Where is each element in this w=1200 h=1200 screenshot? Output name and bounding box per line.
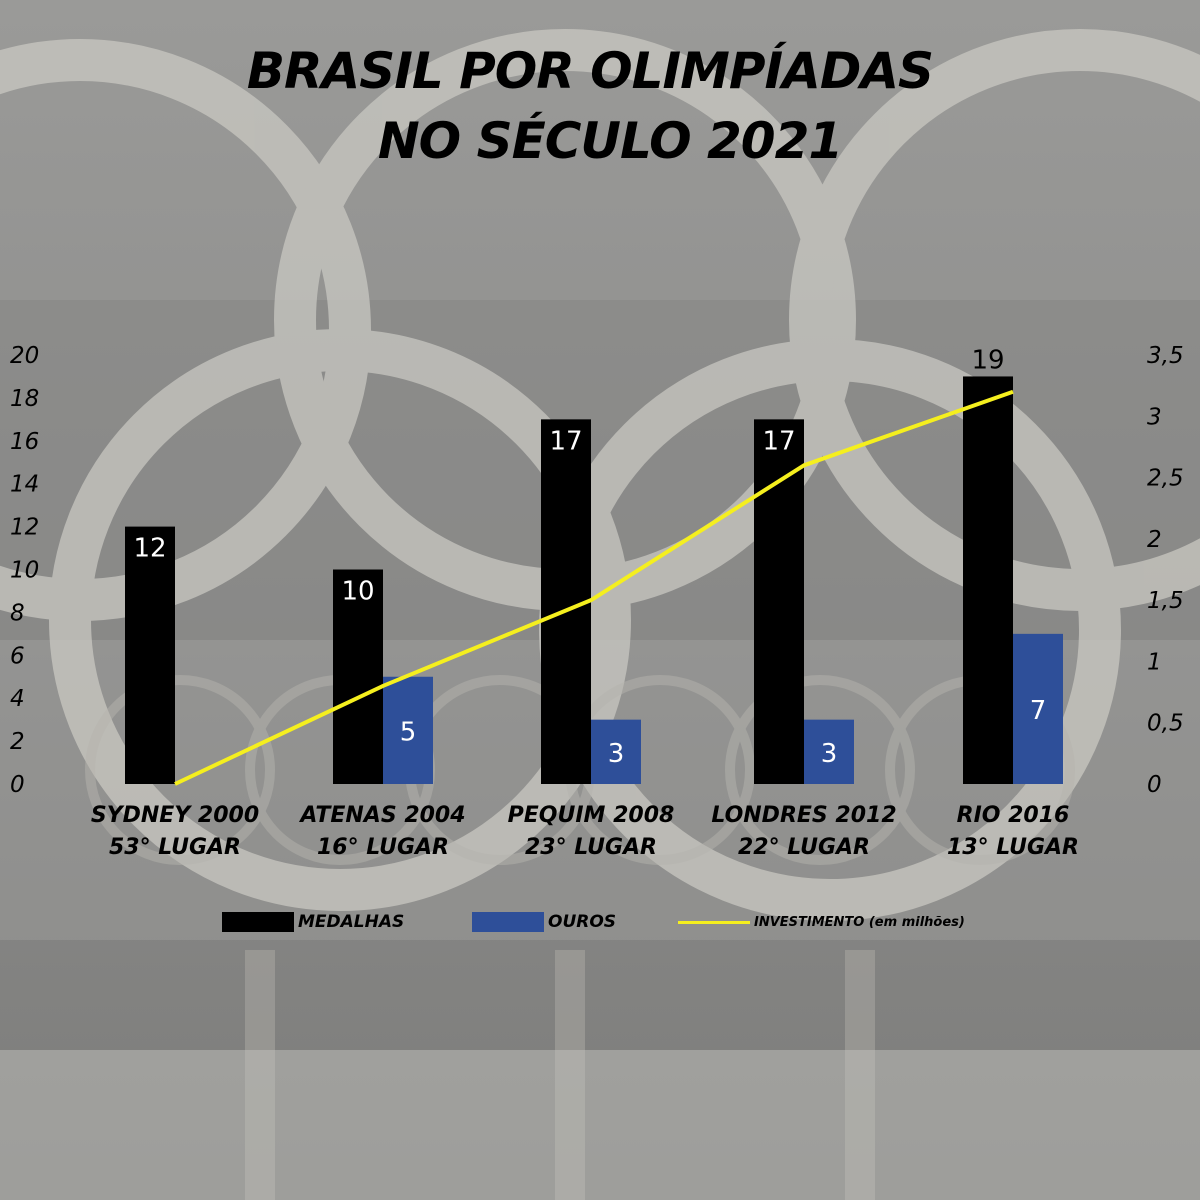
bar-ouros bbox=[1013, 633, 1063, 784]
data-label-medalhas: 17 bbox=[762, 426, 795, 456]
line-investimento bbox=[174, 389, 1014, 786]
bar-medalhas bbox=[963, 376, 1013, 784]
category-label-event: PEQUIM 2008 bbox=[508, 803, 675, 828]
y-left-tick-label: 2 bbox=[10, 729, 25, 755]
legend-item-investimento: INVESTIMENTO (em milhões) bbox=[678, 910, 965, 934]
data-label-medalhas: 19 bbox=[971, 345, 1004, 375]
y-left-tick-label: 14 bbox=[10, 472, 39, 498]
data-label-medalhas: 17 bbox=[549, 426, 582, 456]
bar-ouros bbox=[383, 676, 433, 784]
bar-medalhas bbox=[125, 526, 175, 784]
category-label-rank: 22° LUGAR bbox=[738, 835, 870, 860]
legend-swatch-medalhas bbox=[222, 912, 294, 932]
data-label-ouros: 3 bbox=[608, 739, 625, 769]
y-left-tick-label: 0 bbox=[10, 772, 25, 798]
category-label-event: RIO 2016 bbox=[957, 803, 1070, 828]
y-right-tick-label: 2 bbox=[1147, 527, 1162, 553]
legend-label-investimento: INVESTIMENTO (em milhões) bbox=[754, 914, 965, 930]
bar-medalhas bbox=[333, 569, 383, 784]
y-right-tick-label: 2,5 bbox=[1147, 466, 1184, 492]
category-label-rank: 23° LUGAR bbox=[525, 835, 657, 860]
legend-item-ouros: OUROS bbox=[472, 910, 616, 934]
bar-medalhas bbox=[754, 419, 804, 784]
y-left-tick-label: 10 bbox=[10, 558, 39, 584]
y-left-tick-label: 4 bbox=[10, 686, 25, 712]
y-right-tick-label: 3,5 bbox=[1147, 343, 1184, 369]
legend-label-medalhas: MEDALHAS bbox=[298, 912, 405, 932]
bar-ouros bbox=[591, 719, 641, 784]
category-label-rank: 53° LUGAR bbox=[109, 835, 241, 860]
y-left-tick-label: 12 bbox=[10, 515, 39, 541]
category-label-rank: 13° LUGAR bbox=[947, 835, 1079, 860]
chart-title-line-1: BRASIL POR OLIMPÍADAS bbox=[246, 42, 934, 100]
data-label-ouros: 7 bbox=[1030, 696, 1047, 726]
chart-title-line-2: NO SÉCULO 2021 bbox=[377, 112, 843, 170]
category-label-event: ATENAS 2004 bbox=[298, 803, 465, 828]
y-left-tick-label: 20 bbox=[10, 343, 39, 369]
category-label-rank: 16° LUGAR bbox=[317, 835, 449, 860]
bar-ouros bbox=[804, 719, 854, 784]
data-label-medalhas: 10 bbox=[341, 577, 374, 607]
y-left-tick-label: 6 bbox=[10, 643, 25, 669]
legend-swatch-investimento bbox=[678, 920, 750, 924]
legend-item-medalhas: MEDALHAS bbox=[222, 910, 404, 934]
category-label-event: LONDRES 2012 bbox=[711, 803, 896, 828]
y-right-tick-label: 0 bbox=[1147, 772, 1162, 798]
data-label-ouros: 5 bbox=[400, 717, 417, 747]
y-right-tick-label: 1,5 bbox=[1147, 588, 1184, 614]
y-left-tick-label: 8 bbox=[10, 600, 25, 626]
legend-label-ouros: OUROS bbox=[548, 912, 617, 932]
data-label-medalhas: 12 bbox=[133, 534, 166, 564]
y-left-tick-label: 16 bbox=[10, 429, 39, 455]
legend-swatch-ouros bbox=[472, 912, 544, 932]
data-label-ouros: 3 bbox=[821, 739, 838, 769]
y-right-tick-label: 1 bbox=[1147, 649, 1162, 675]
category-label-event: SYDNEY 2000 bbox=[91, 803, 259, 828]
y-right-tick-label: 3 bbox=[1147, 404, 1162, 430]
y-left-tick-label: 18 bbox=[10, 386, 39, 412]
y-right-tick-label: 0,5 bbox=[1147, 711, 1184, 737]
